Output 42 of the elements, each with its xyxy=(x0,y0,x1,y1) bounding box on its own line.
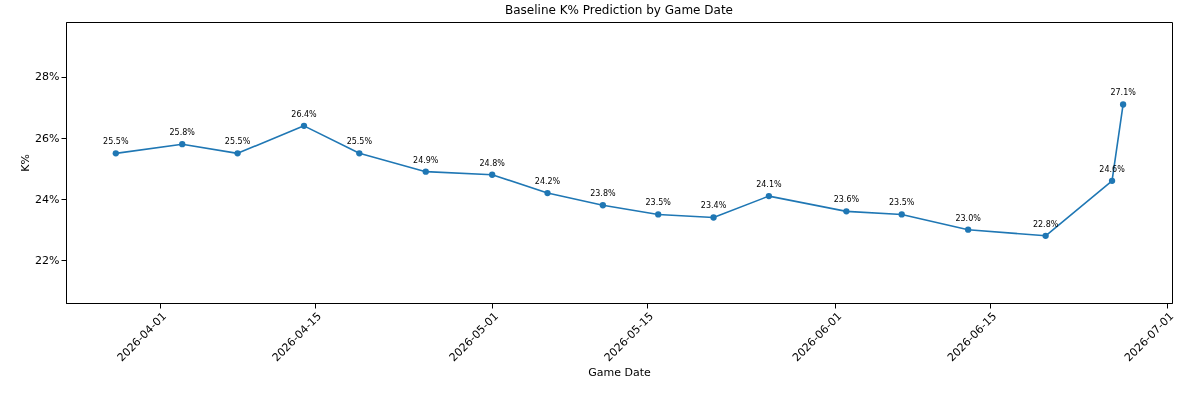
data-label: 25.5% xyxy=(103,137,129,147)
data-label: 24.9% xyxy=(413,155,439,165)
point xyxy=(599,202,607,209)
point xyxy=(112,150,119,157)
data-label: 25.5% xyxy=(224,137,251,147)
data-label: 24.8% xyxy=(479,158,506,168)
point xyxy=(964,226,972,233)
data-label: 24.2% xyxy=(534,177,561,187)
point xyxy=(356,150,363,157)
point xyxy=(489,171,496,178)
point xyxy=(765,192,773,200)
y-tick-label: 26% xyxy=(35,131,60,145)
y-tick-label: 28% xyxy=(35,70,60,84)
y-tick-label: 22% xyxy=(35,253,60,267)
point xyxy=(843,208,850,215)
x-axis-title: Game Date xyxy=(588,366,651,380)
chart-title: Baseline K% Prediction by Game Date xyxy=(505,3,733,17)
point xyxy=(1119,101,1127,108)
point xyxy=(179,141,186,148)
point xyxy=(1042,232,1049,239)
point xyxy=(300,122,308,129)
point xyxy=(655,211,662,218)
data-label: 25.5% xyxy=(346,137,373,147)
data-label: 23.0% xyxy=(955,213,982,223)
point xyxy=(710,214,717,221)
y-tick-label: 24% xyxy=(35,192,60,206)
point xyxy=(234,150,241,157)
data-label: 22.8% xyxy=(1032,219,1059,229)
data-label: 26.4% xyxy=(291,109,318,119)
data-label: 23.8% xyxy=(590,189,616,199)
data-label: 27.1% xyxy=(1110,88,1137,98)
data-label: 23.5% xyxy=(889,198,915,208)
point xyxy=(422,168,429,175)
point xyxy=(1108,177,1116,184)
data-label: 23.6% xyxy=(833,195,860,205)
data-label: 23.4% xyxy=(700,201,727,211)
point xyxy=(898,211,905,218)
data-label: 23.5% xyxy=(645,198,672,208)
point xyxy=(544,189,551,197)
data-label: 25.8% xyxy=(169,128,196,138)
y-axis-title: K% xyxy=(19,154,33,172)
data-label: 24.1% xyxy=(756,180,782,190)
